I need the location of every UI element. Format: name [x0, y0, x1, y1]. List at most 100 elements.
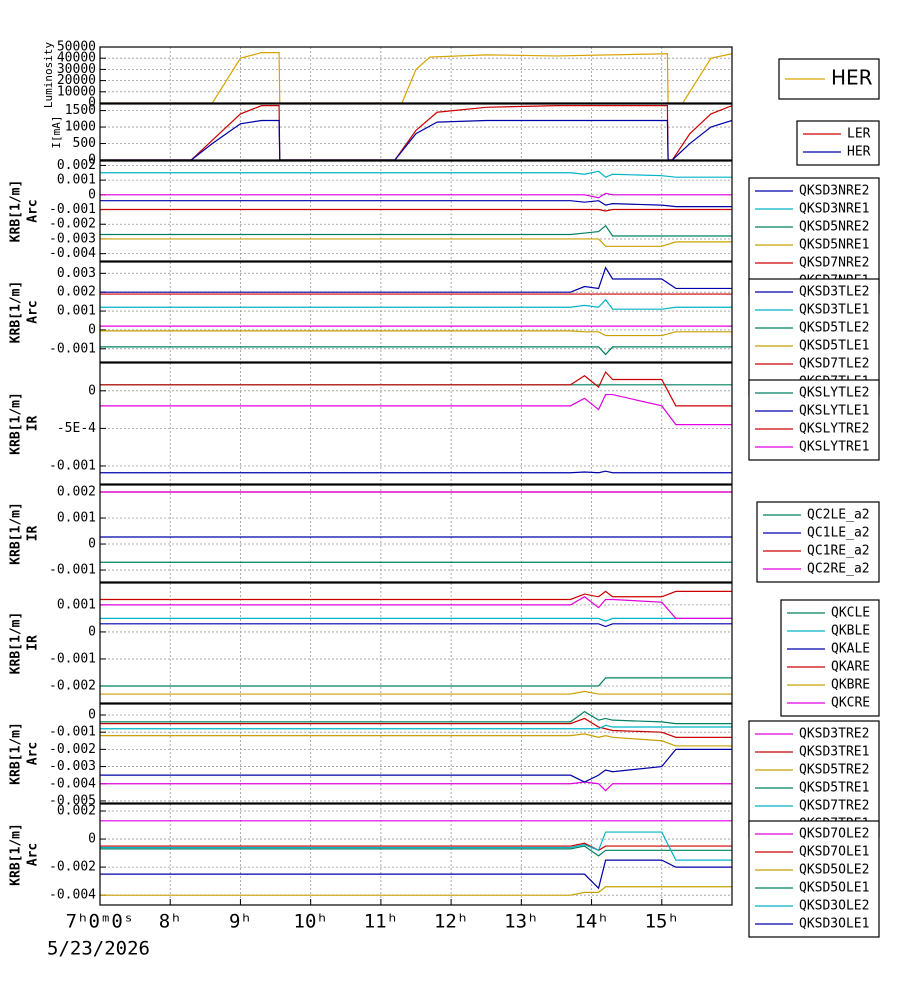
x-tick-label: 7ʰ0ᵐ0ˢ: [66, 911, 135, 933]
y-axis-label: KRB[1/m]: [9, 392, 24, 455]
panel-frame: [99, 261, 733, 363]
legend-box: [748, 720, 880, 838]
legend-label: QKSLYTLE2: [799, 386, 869, 401]
series-line: [100, 781, 732, 792]
panel: 0.002 0 -0.002 -0.004 KRB[1/m] Arc: [9, 803, 733, 906]
y-tick-label: 0: [88, 187, 96, 202]
y-tick-label: -0.001: [49, 651, 96, 666]
x-tick-label: 15ʰ: [645, 911, 679, 933]
panel: 0.001 0 -0.001 -0.002 KRB[1/m] IR: [9, 582, 733, 704]
legend: QC2LE_a2 QC1LE_a2 QC1RE_a2 QC2RE_a2: [756, 501, 880, 583]
series-line: [100, 748, 732, 783]
legend: QKSLYTLE2 QKSLYTLE1 QKSLYTRE2 QKSLYTRE1: [748, 379, 880, 461]
series-line: [100, 690, 732, 695]
x-tick-label: 11ʰ: [364, 911, 398, 933]
series-line: [100, 238, 732, 247]
legend-label: QKSD7NRE2: [799, 256, 869, 271]
panel-frame: [99, 160, 733, 262]
y-tick-label: 500: [73, 136, 96, 151]
y-tick-label: 0.003: [57, 266, 96, 281]
legend-label: QKSD5TLE2: [799, 321, 869, 336]
legend-label: QKSD5OLE1: [799, 881, 869, 896]
y-axis-label: IR: [26, 526, 41, 542]
panel-frame: [99, 803, 733, 906]
legend-label: QKSD5OLE2: [799, 863, 869, 878]
legend-label: QKCLE: [831, 606, 870, 621]
y-tick-label: -5E-4: [57, 421, 96, 436]
legend-label: QKSD3OLE1: [799, 917, 869, 932]
y-tick-label: 1500: [65, 103, 96, 118]
panel-frame: [99, 703, 733, 804]
panel-frame: [99, 362, 733, 485]
legend-label: QKSD7TLE2: [799, 357, 869, 372]
legend-label: QKSD3NRE1: [799, 202, 869, 217]
y-tick-label: -0.001: [49, 725, 96, 740]
series-line: [100, 200, 732, 208]
y-axis-label: Arc: [26, 199, 41, 222]
legend-box: [796, 120, 880, 166]
series-line: [100, 52, 732, 103]
legend-label: QC1RE_a2: [807, 544, 870, 559]
y-tick-label: 50000: [57, 40, 96, 55]
y-tick-label: -0.004: [49, 776, 96, 791]
series-line: [100, 617, 732, 622]
panel: 0.003 0.002 0.001 0 -0.001 KRB[1/m] Arc: [9, 261, 733, 363]
y-axis-label: KRB[1/m]: [9, 281, 24, 344]
y-tick-label: 0.002: [57, 804, 96, 819]
legend-label: QKSD5TRE1: [799, 781, 869, 796]
date-label: 5/23/2026: [47, 938, 150, 960]
y-axis-label: Luminosity: [42, 42, 55, 109]
legend-label: QKARE: [831, 660, 870, 675]
y-axis-label: Arc: [26, 843, 41, 866]
x-tick-label: 13ʰ: [504, 911, 538, 933]
series-line: [100, 192, 732, 199]
series-line: [100, 590, 732, 601]
y-tick-label: -0.002: [49, 742, 96, 757]
x-tick-label: 8ʰ: [159, 911, 182, 933]
y-axis-label: Arc: [26, 300, 41, 323]
y-axis-label: IR: [26, 635, 41, 651]
legend-label: QKSLYTLE1: [799, 404, 869, 419]
y-tick-label: -0.001: [49, 563, 96, 578]
legend-label: QKSD3OLE2: [799, 899, 869, 914]
legend-label: QC2LE_a2: [807, 508, 870, 523]
series-line: [100, 596, 732, 620]
legend-label: QKBRE: [831, 678, 870, 693]
y-tick-label: 1000: [65, 120, 96, 135]
legend: QKSD3TLE2 QKSD3TLE1 QKSD5TLE2 QKSD5TLE1 QKSD…: [748, 278, 880, 396]
legend-label: QC2RE_a2: [807, 562, 870, 577]
legend-box: [748, 820, 880, 938]
y-tick-label: 0: [88, 708, 96, 723]
series-line: [100, 831, 732, 861]
legend-label: QKALE: [831, 642, 870, 657]
legend: QKSD7OLE2 QKSD7OLE1 QKSD5OLE2 QKSD5OLE1 QKSD…: [748, 820, 880, 938]
panel: 0.002 0.001 0 -0.001 KRB[1/m] IR: [9, 484, 733, 583]
y-tick-label: 0.002: [57, 158, 96, 173]
y-tick-label: 20000: [57, 73, 96, 88]
series-line: [100, 717, 732, 738]
legend-label: QKSD7OLE2: [799, 827, 869, 842]
y-axis-label: KRB[1/m]: [9, 612, 24, 675]
legend: QKSD3TRE2 QKSD3TRE1 QKSD5TRE2 QKSD5TRE1 QKSD…: [748, 720, 880, 838]
y-tick-label: 0: [88, 537, 96, 552]
series-line: [100, 266, 732, 293]
x-tick-label: 9ʰ: [229, 911, 252, 933]
y-tick-label: 0.002: [57, 285, 96, 300]
y-tick-label: -0.004: [49, 888, 96, 903]
panel: 0 -5E-4 -0.001 KRB[1/m] IR: [9, 362, 733, 485]
y-axis-label: IR: [26, 416, 41, 432]
legend-box: [748, 278, 880, 396]
legend: HER: [778, 58, 880, 100]
y-tick-label: -0.002: [49, 678, 96, 693]
series-line: [100, 119, 732, 160]
panel: 0 -0.001 -0.002 -0.003 -0.004 -0.005 KRB[1/m] A…: [9, 703, 733, 808]
y-axis-label: I[mA]: [50, 115, 63, 148]
y-tick-label: 0: [88, 832, 96, 847]
legend-label: LER: [847, 127, 871, 142]
panel-frame: [99, 582, 733, 704]
legend-label: QKSLYTRE2: [799, 422, 869, 437]
legend-label: HER: [847, 145, 871, 160]
y-tick-label: 0.001: [57, 511, 96, 526]
y-axis-label: KRB[1/m]: [9, 722, 24, 785]
